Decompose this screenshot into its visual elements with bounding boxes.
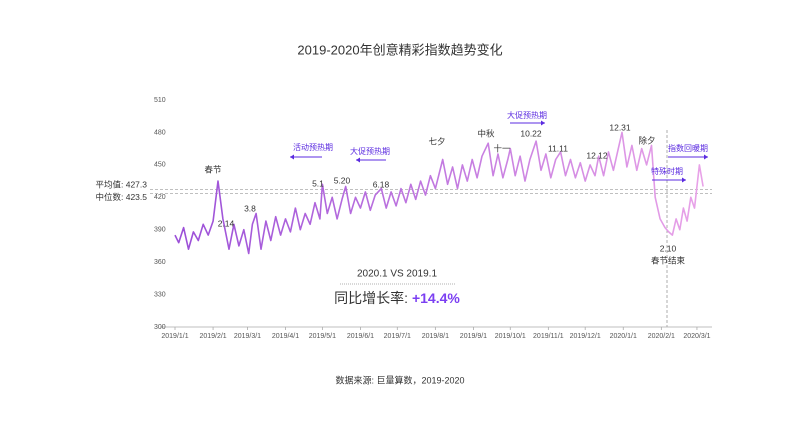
annotation: 春节 bbox=[204, 164, 222, 174]
comparison-value: +14.4% bbox=[412, 290, 460, 306]
y-tick-label: 390 bbox=[154, 227, 166, 234]
annotation: 11.11 bbox=[548, 143, 568, 153]
reference-label: 平均值: 427.3 bbox=[96, 180, 148, 190]
annotation: 特殊时期 bbox=[651, 166, 683, 176]
x-tick-label: 2020/2/1 bbox=[648, 333, 675, 340]
annotation: 5.20 bbox=[334, 175, 351, 185]
annotation: 12.12 bbox=[586, 150, 608, 160]
chart-title: 2019-2020年创意精彩指数趋势变化 bbox=[297, 42, 502, 57]
annotation: 指数回暖期 bbox=[668, 143, 708, 153]
x-tick-label: 2019/7/1 bbox=[384, 333, 411, 340]
y-tick-label: 360 bbox=[154, 259, 166, 266]
annotation: 春节结束 bbox=[651, 255, 686, 265]
annotation: 10.22 bbox=[520, 128, 542, 138]
arrow-head bbox=[356, 157, 360, 163]
annotation: 除夕 bbox=[638, 135, 655, 145]
x-tick-label: 2019/9/1 bbox=[460, 333, 487, 340]
annotation: 大促预热期 bbox=[350, 146, 390, 156]
x-tick-label: 2019/2/1 bbox=[199, 333, 226, 340]
annotation: 5.1 bbox=[312, 178, 324, 188]
annotation: 3.8 bbox=[244, 203, 256, 213]
annotation: 2.14 bbox=[218, 218, 235, 228]
x-tick-label: 2020/1/1 bbox=[610, 333, 637, 340]
source: 数据来源: 巨量算数，2019-2020 bbox=[335, 374, 464, 385]
annotation: 6.18 bbox=[373, 179, 390, 189]
arrow-head bbox=[682, 177, 686, 183]
arrow-head bbox=[541, 120, 545, 126]
x-tick-label: 2019/6/1 bbox=[347, 333, 374, 340]
comparison: 同比增长率: +14.4% bbox=[334, 290, 460, 306]
annotation: 十一 bbox=[493, 143, 511, 153]
annotation: 七夕 bbox=[428, 136, 445, 146]
x-tick-label: 2019/8/1 bbox=[422, 333, 449, 340]
y-tick-label: 420 bbox=[154, 194, 166, 201]
annotation: 12.31 bbox=[609, 122, 631, 132]
x-tick-label: 2019/4/1 bbox=[272, 333, 299, 340]
y-tick-label: 330 bbox=[154, 291, 166, 298]
arrow-head bbox=[704, 154, 708, 160]
x-tick-label: 2019/11/1 bbox=[533, 333, 564, 340]
annotation: 2.10 bbox=[660, 243, 677, 253]
comparison-title: 2020.1 VS 2019.1 bbox=[357, 269, 438, 280]
x-tick-label: 2019/1/1 bbox=[161, 333, 188, 340]
y-tick-label: 450 bbox=[154, 162, 166, 169]
x-tick-label: 2020/3/1 bbox=[683, 333, 710, 340]
x-tick-label: 2019/10/1 bbox=[495, 333, 526, 340]
y-tick-label: 480 bbox=[154, 129, 166, 136]
annotation: 中秋 bbox=[477, 128, 495, 138]
x-tick-label: 2019/3/1 bbox=[234, 333, 261, 340]
x-tick-label: 2019/12/1 bbox=[570, 333, 601, 340]
comparison-label: 同比增长率: bbox=[334, 290, 412, 306]
annotation: 活动预热期 bbox=[293, 142, 333, 152]
y-tick-label: 300 bbox=[154, 324, 166, 331]
line bbox=[174, 131, 704, 255]
y-tick-label: 510 bbox=[154, 97, 166, 104]
annotation: 大促预热期 bbox=[507, 110, 547, 120]
arrow-head bbox=[290, 154, 294, 160]
reference-label: 中位数: 423.5 bbox=[96, 192, 148, 202]
x-tick-label: 2019/5/1 bbox=[309, 333, 336, 340]
